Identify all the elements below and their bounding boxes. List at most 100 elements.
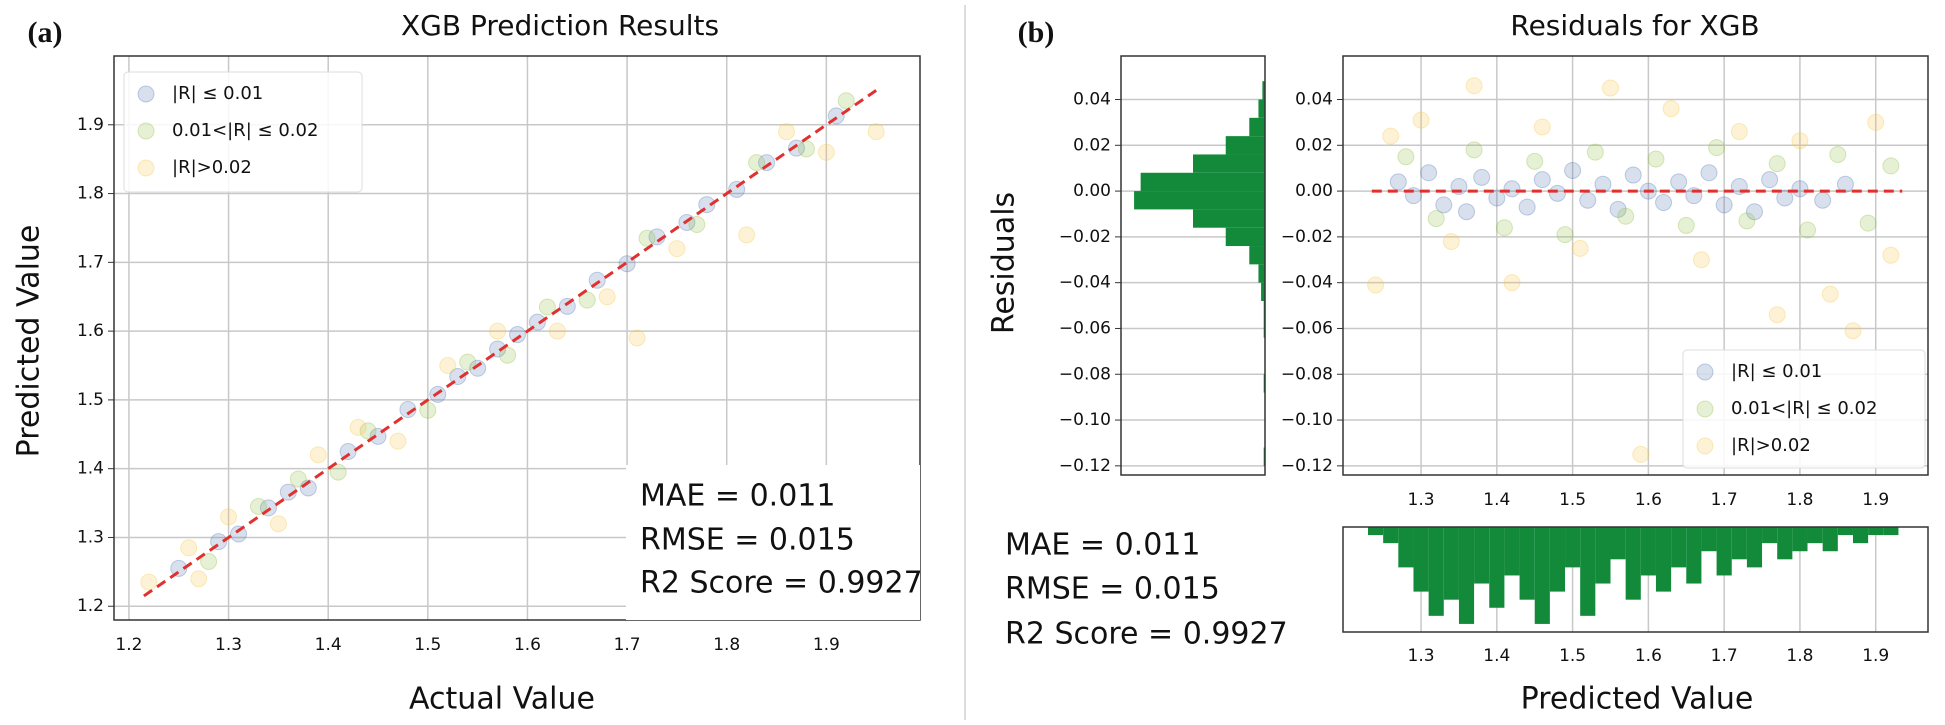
y-tick-label: −0.06 [1281,318,1333,338]
histogram-bar [1193,154,1265,173]
scatter-point [180,539,198,557]
x-axis-label: Actual Value [409,682,595,717]
histogram-bar [1777,527,1793,560]
y-tick-label: −0.02 [1059,227,1111,247]
y-tick-label: 1.4 [77,459,104,479]
x-tick-label: 1.9 [813,635,840,655]
histogram-bar [1565,527,1581,568]
scatter-point [1503,180,1521,198]
scatter-point [439,357,457,375]
scatter-point [538,298,556,316]
scatter-point [578,291,596,309]
scatter-point [1761,171,1779,189]
y-tick-label: 0.02 [1295,135,1333,155]
scatter-point [1670,173,1688,191]
scatter-point [797,140,815,158]
x-tick-label: 1.6 [514,635,541,655]
y-tick-label: 0.04 [1295,90,1333,110]
scatter-point [1526,152,1544,170]
x-tick-label: 1.8 [1786,490,1813,510]
y-tick-label: 1.3 [77,527,104,547]
stats-annotation: R2 Score = 0.9927 [640,566,923,601]
scatter-point [1867,113,1885,131]
scatter-point [1655,194,1673,212]
histogram-bar [1792,527,1808,552]
histogram-bar [1249,246,1265,265]
scatter-point [508,326,526,344]
x-tick-label: 1.9 [1862,646,1889,666]
scatter-point [459,353,477,371]
scatter-point [758,154,776,172]
scatter-point [499,346,517,364]
scatter-point [309,446,327,464]
histogram-bar [1731,527,1747,560]
y-tick-label: −0.10 [1281,410,1333,430]
scatter-point [339,442,357,460]
panel-label: (b) [1018,16,1055,49]
scatter-point [1624,166,1642,184]
histogram-bar [1193,209,1265,228]
histogram-bar [1225,136,1265,155]
x-tick-label: 1.4 [1483,490,1510,510]
scatter-point [1601,79,1619,97]
y-tick-label: 1.9 [77,115,104,135]
stats-annotation: MAE = 0.011 [640,479,835,514]
scatter-point [1571,239,1589,257]
scatter-point [1556,226,1574,244]
scatter-point [628,329,646,347]
histogram-bar [1262,81,1265,100]
stats-annotation: R2 Score = 0.9927 [1005,617,1288,652]
chart-title: XGB Prediction Results [401,9,719,42]
histogram-bar [1261,282,1265,301]
histogram-bar [1580,527,1596,616]
scatter-point [269,515,287,533]
y-tick-label: 0.00 [1295,181,1333,201]
histogram-bar [1413,527,1429,592]
scatter-point [1518,198,1536,216]
scatter-point [1730,123,1748,141]
y-tick-label: −0.08 [1281,364,1333,384]
scatter-point [1647,150,1665,168]
scatter-point [230,525,248,543]
scatter-point [1776,189,1794,207]
stats-annotation: RMSE = 0.015 [640,523,855,558]
scatter-point [1708,139,1726,157]
scatter-point [1503,274,1521,292]
scatter-point [140,573,158,591]
scatter-point [1579,191,1597,209]
y-tick-label: −0.08 [1059,364,1111,384]
y-tick-label: −0.12 [1281,456,1333,476]
scatter-point [1745,203,1763,221]
scatter-point [1397,148,1415,166]
legend-label: 0.01<|R| ≤ 0.02 [172,120,318,141]
y-tick-label: −0.06 [1059,318,1111,338]
y-tick-label: 1.6 [77,321,104,341]
x-tick-label: 1.3 [215,635,242,655]
x-tick-label: 1.7 [1711,490,1738,510]
x-axis-label: Predicted Value [1521,682,1754,717]
scatter-point [289,470,307,488]
scatter-point [1768,155,1786,173]
y-axis-label: Predicted Value [12,225,47,458]
histogram-bar [1640,527,1656,576]
scatter-point [389,432,407,450]
scatter-point [1488,189,1506,207]
scatter-point [1564,161,1582,179]
reference-line [143,89,878,598]
x-tick-label: 1.5 [414,635,441,655]
scatter-point [1458,203,1476,221]
histogram-bar [1868,527,1884,536]
stats-annotation: RMSE = 0.015 [1005,572,1220,607]
y-tick-label: 1.7 [77,252,104,272]
histogram-bar [1549,527,1566,592]
x-tick-label: 1.2 [115,635,142,655]
scatter-point [1715,196,1733,214]
x-tick-label: 1.5 [1559,646,1586,666]
scatter-point [598,288,616,306]
histogram-bar [1701,527,1717,552]
scatter-point [1768,306,1786,324]
panel-label: (a) [28,16,63,49]
scatter-point [1473,168,1491,186]
scatter-point [1821,285,1839,303]
scatter-point [1533,171,1551,189]
